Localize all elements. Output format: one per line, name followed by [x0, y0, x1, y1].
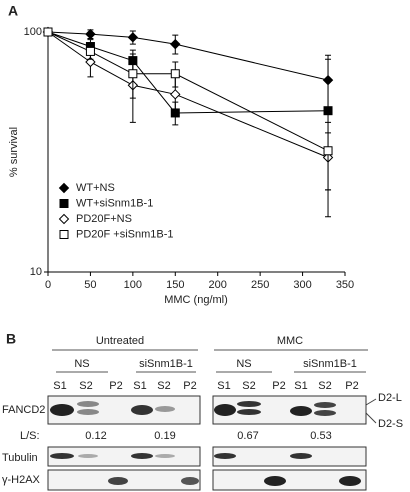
y-tick-label: 100 [24, 26, 42, 38]
band [264, 476, 286, 486]
band [290, 453, 312, 459]
marker [170, 89, 181, 100]
band [108, 477, 128, 485]
subgroup-label: siSnm1B-1 [139, 358, 193, 370]
legend-label: WT+NS [76, 182, 115, 194]
lane-label: S1 [294, 380, 307, 392]
band [77, 401, 99, 407]
marker [85, 46, 95, 56]
blot-box [212, 395, 367, 425]
marker [128, 69, 138, 79]
error-bar [325, 121, 332, 191]
lane-label: S1 [53, 380, 66, 392]
band [214, 404, 236, 416]
legend-marker [58, 213, 70, 225]
row-label: Tubulin [2, 452, 38, 464]
lane-label: P2 [345, 380, 358, 392]
band [181, 477, 199, 485]
band-pointer [365, 398, 377, 406]
x-tick-label: 50 [84, 279, 96, 291]
blot-images [47, 395, 367, 491]
ratio-value: 0.67 [237, 430, 258, 442]
band [237, 401, 261, 407]
subgroup-label: siSnm1B-1 [303, 358, 357, 370]
lane-label: S2 [318, 380, 331, 392]
band [50, 404, 74, 416]
band [339, 476, 361, 486]
row-label: γ-H2AX [2, 474, 41, 486]
ratio-value: 0.53 [310, 430, 331, 442]
row-label: FANCD2 [2, 404, 45, 416]
legend-label: PD20F+NS [76, 213, 132, 225]
lane-label: P2 [272, 380, 285, 392]
subgroup-label: NS [236, 358, 251, 370]
band-label: D2-L [378, 392, 402, 404]
x-axis-label: MMC (ng/ml) [164, 294, 228, 306]
lane-label: S1 [133, 380, 146, 392]
x-tick-label: 200 [209, 279, 227, 291]
subgroup-label: NS [74, 358, 89, 370]
band [314, 402, 336, 408]
band [290, 406, 312, 416]
x-tick-label: 300 [293, 279, 311, 291]
band [214, 453, 236, 459]
legend-marker [58, 182, 70, 194]
legend-marker [59, 199, 69, 208]
marker [170, 69, 180, 79]
lane-label: S2 [157, 380, 170, 392]
marker [170, 38, 181, 50]
band [314, 410, 336, 416]
x-tick-label: 350 [336, 279, 354, 291]
band [50, 453, 74, 459]
panel-label: B [6, 331, 16, 347]
x-tick-label: 150 [166, 279, 184, 291]
y-tick-label: 10 [30, 266, 42, 278]
lane-label: S2 [242, 380, 255, 392]
blot-box [212, 469, 367, 491]
band [131, 405, 153, 415]
marker [323, 146, 333, 156]
band-pointer [365, 412, 377, 424]
band [77, 409, 99, 415]
ratio-value: 0.12 [85, 430, 106, 442]
blot-box [212, 446, 367, 467]
band [155, 454, 175, 458]
lane-label: P2 [109, 380, 122, 392]
y-axis-label: % survival [8, 127, 20, 177]
x-tick-label: 250 [251, 279, 269, 291]
band [131, 453, 153, 459]
lane-label: S2 [79, 380, 92, 392]
group-label: Untreated [96, 335, 144, 347]
ratio-label: L/S: [20, 430, 40, 442]
legend-marker [59, 230, 69, 239]
legend-label: PD20F +siSnm1B-1 [76, 228, 174, 240]
group-label: MMC [277, 335, 303, 347]
x-tick-label: 100 [124, 279, 142, 291]
marker [323, 106, 333, 116]
marker [127, 32, 139, 43]
lane-label: S1 [217, 380, 230, 392]
x-tick-label: 0 [45, 279, 51, 291]
band [237, 409, 261, 415]
marker [43, 27, 53, 37]
legend-label: WT+siSnm1B-1 [76, 197, 153, 209]
panel-label: A [8, 3, 18, 19]
marker [85, 28, 96, 40]
band [78, 454, 98, 458]
blot-box [47, 446, 201, 467]
band [155, 406, 175, 412]
lane-label: P2 [183, 380, 196, 392]
band-label: D2-S [378, 418, 403, 430]
ratio-value: 0.19 [154, 430, 175, 442]
